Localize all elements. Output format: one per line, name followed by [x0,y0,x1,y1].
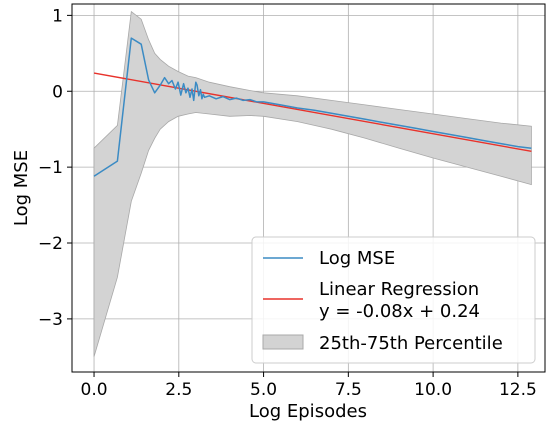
y-axis-label: Log MSE [11,150,32,226]
legend-percentile-label: 25th-75th Percentile [319,333,503,354]
y-tick-label: −1 [38,158,63,178]
legend-regression-label: Linear Regression y = -0.08x + 0.24 [319,279,480,322]
legend-log-mse-label: Log MSE [319,248,395,269]
y-tick-label: 0 [52,82,63,102]
series-line-layer [93,37,532,177]
log-mse-line [93,37,532,177]
x-tick-label: 10.0 [414,380,452,400]
linear-regression-line [93,72,532,153]
y-tick-label: −2 [38,234,63,254]
x-axis-label: Log Episodes [249,401,367,422]
axis-ticks: 0.0 2.5 5.0 7.5 10.0 12.5 1 0 −1 −2 −3 [38,6,537,400]
legend-percentile-swatch [262,334,304,350]
legend-regression-label-line: y = -0.08x + 0.24 [319,301,480,322]
x-tick-label: 2.5 [165,380,192,400]
legend-regression-label-line: Linear Regression [319,279,479,300]
x-tick-label: 12.5 [499,380,537,400]
x-tick-label: 5.0 [250,380,277,400]
y-tick-label: −3 [38,310,63,330]
plot-area-frame [71,3,546,373]
x-tick-label: 7.5 [335,380,362,400]
legend: Log MSE Linear Regression y = -0.08x + 0.… [251,236,536,364]
x-tick-label: 0.0 [81,380,108,400]
percentile-band [93,10,532,357]
y-tick-label: 1 [52,6,63,26]
legend-box [251,236,536,364]
percentile-band-layer [93,10,532,357]
